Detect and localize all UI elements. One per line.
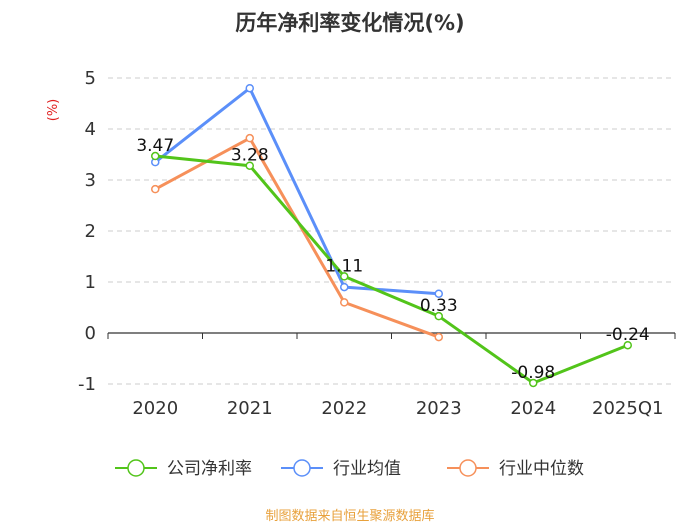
data-point xyxy=(340,282,349,292)
legend-label: 公司净利率 xyxy=(167,459,252,479)
legend-label: 行业中位数 xyxy=(499,459,584,479)
source-note: 制图数据来自恒生聚源数据库 xyxy=(265,508,434,524)
data-point xyxy=(340,298,349,307)
data-point xyxy=(245,161,254,170)
chart-title: 历年净利率变化情况(%) xyxy=(235,11,464,35)
series-layer xyxy=(151,83,632,388)
y-tick-label: 0 xyxy=(85,323,96,344)
x-tick-label: 2021 xyxy=(227,398,273,419)
data-point xyxy=(529,378,538,388)
data-label: 3.47 xyxy=(136,136,174,156)
legend-marker xyxy=(293,459,311,477)
data-labels: 3.47 3.28 1.11 0.33 -0.98 -0.24 xyxy=(136,136,649,383)
legend: 公司净利率 行业均值 行业中位数 xyxy=(115,459,584,479)
data-point xyxy=(340,272,349,281)
data-label: 0.33 xyxy=(420,296,458,316)
x-tick-label: 2025Q1 xyxy=(592,398,663,419)
x-tick-label: 2023 xyxy=(416,398,462,419)
data-label: -0.98 xyxy=(511,363,555,383)
x-tick-label: 2020 xyxy=(132,398,178,419)
legend-item: 公司净利率 xyxy=(115,459,252,479)
data-point xyxy=(434,332,443,342)
axes: 5 4 3 2 1 0 -1 2020 2021 2022 2023 2024 2025Q1 xyxy=(78,68,676,419)
legend-item: 行业中位数 xyxy=(447,459,584,479)
data-point xyxy=(623,340,632,350)
legend-label: 行业均值 xyxy=(333,459,401,479)
legend-item: 行业均值 xyxy=(281,459,401,479)
data-point xyxy=(151,151,160,161)
y-tick-label: -1 xyxy=(78,374,96,395)
data-point xyxy=(245,133,254,143)
data-point xyxy=(151,184,160,194)
data-label: 1.11 xyxy=(325,256,363,276)
data-label: -0.24 xyxy=(606,325,650,345)
grid xyxy=(108,77,675,385)
legend-marker xyxy=(459,459,477,477)
data-point xyxy=(434,311,443,321)
y-tick-label: 1 xyxy=(85,272,96,293)
y-axis-label: (%) xyxy=(46,99,61,122)
y-tick-label: 3 xyxy=(85,170,96,191)
data-point xyxy=(434,289,443,298)
series-line xyxy=(154,86,439,296)
x-tick-label: 2022 xyxy=(321,398,367,419)
x-tick-label: 2024 xyxy=(510,398,556,419)
y-tick-label: 4 xyxy=(85,119,96,140)
data-point xyxy=(245,83,254,93)
series-2 xyxy=(151,133,443,342)
series-line xyxy=(154,136,440,339)
legend-marker xyxy=(127,459,145,477)
series-0 xyxy=(151,151,632,388)
y-tick-label: 2 xyxy=(85,221,96,242)
series-line xyxy=(155,154,629,385)
series-1 xyxy=(151,83,443,298)
data-label: 3.28 xyxy=(231,146,269,166)
y-tick-label: 5 xyxy=(85,68,96,89)
